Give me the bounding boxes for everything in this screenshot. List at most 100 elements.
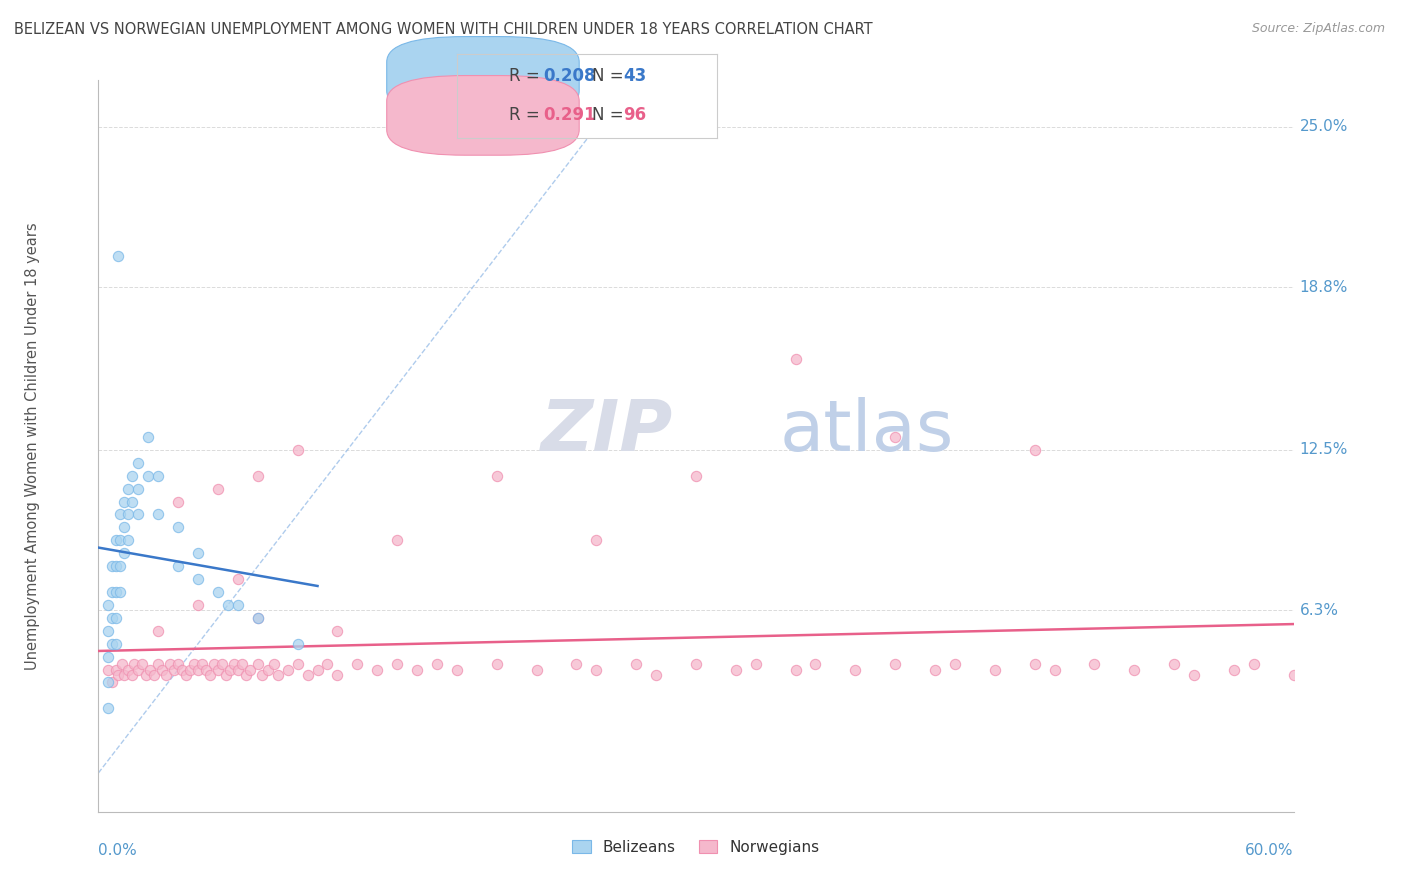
Point <box>287 442 309 457</box>
Point <box>246 468 269 483</box>
Text: BELIZEAN VS NORWEGIAN UNEMPLOYMENT AMONG WOMEN WITH CHILDREN UNDER 18 YEARS CORR: BELIZEAN VS NORWEGIAN UNEMPLOYMENT AMONG… <box>14 22 873 37</box>
Point <box>246 611 269 625</box>
Point <box>117 663 139 677</box>
Point <box>804 657 827 672</box>
Point <box>943 657 966 672</box>
Point <box>226 598 249 612</box>
Text: 25.0%: 25.0% <box>1299 120 1348 135</box>
Text: 0.0%: 0.0% <box>98 843 138 858</box>
Point <box>117 508 139 522</box>
Point <box>101 637 124 651</box>
Text: Source: ZipAtlas.com: Source: ZipAtlas.com <box>1251 22 1385 36</box>
Point <box>256 663 278 677</box>
Point <box>135 667 157 681</box>
Text: 0.291: 0.291 <box>543 106 595 124</box>
Point <box>101 611 124 625</box>
Point <box>187 546 209 560</box>
Point <box>745 657 768 672</box>
Point <box>121 667 143 681</box>
Point <box>215 667 238 681</box>
Point <box>485 657 508 672</box>
Point <box>105 559 128 574</box>
Point <box>565 657 588 672</box>
Point <box>1024 442 1046 457</box>
Legend: Belizeans, Norwegians: Belizeans, Norwegians <box>565 832 827 863</box>
Point <box>159 657 181 672</box>
Point <box>167 657 190 672</box>
Text: N =: N = <box>592 68 628 86</box>
Point <box>526 663 548 677</box>
Point <box>385 657 409 672</box>
Point <box>1043 663 1066 677</box>
Point <box>167 559 190 574</box>
Point <box>307 663 329 677</box>
Point <box>1182 667 1205 681</box>
Point <box>645 667 668 681</box>
Point <box>167 494 190 508</box>
Text: 18.8%: 18.8% <box>1299 279 1348 294</box>
Point <box>287 657 309 672</box>
Text: ZIP: ZIP <box>541 397 673 466</box>
Point <box>136 430 159 444</box>
Point <box>884 430 907 444</box>
Point <box>148 468 170 483</box>
Point <box>187 663 209 677</box>
Point <box>127 482 149 496</box>
Point <box>127 456 149 470</box>
Point <box>585 533 607 548</box>
Text: N =: N = <box>592 106 628 124</box>
Point <box>1024 657 1046 672</box>
Point <box>110 585 132 599</box>
Point <box>112 520 135 534</box>
Point <box>131 657 153 672</box>
Point <box>250 667 273 681</box>
Point <box>246 611 269 625</box>
Text: 60.0%: 60.0% <box>1246 843 1294 858</box>
Point <box>97 624 120 638</box>
Point <box>97 663 120 677</box>
Point <box>844 663 866 677</box>
Point <box>121 468 143 483</box>
Point <box>105 611 128 625</box>
Point <box>226 663 249 677</box>
Point <box>148 624 170 638</box>
Point <box>207 482 229 496</box>
Point <box>222 657 245 672</box>
Point <box>326 624 349 638</box>
Point <box>105 663 128 677</box>
Text: R =: R = <box>509 106 546 124</box>
Point <box>1243 657 1265 672</box>
FancyBboxPatch shape <box>387 37 579 116</box>
Point <box>211 657 233 672</box>
Point <box>112 546 135 560</box>
Point <box>1223 663 1246 677</box>
Point <box>148 657 170 672</box>
Text: Unemployment Among Women with Children Under 18 years: Unemployment Among Women with Children U… <box>25 222 41 670</box>
Point <box>785 663 807 677</box>
Point <box>97 675 120 690</box>
Point <box>143 667 166 681</box>
Point <box>485 468 508 483</box>
Point <box>195 663 218 677</box>
Point <box>366 663 388 677</box>
Point <box>406 663 429 677</box>
Point <box>1123 663 1146 677</box>
Point <box>202 657 225 672</box>
Text: 12.5%: 12.5% <box>1299 442 1348 458</box>
Text: R =: R = <box>509 68 546 86</box>
Text: 0.208: 0.208 <box>543 68 595 86</box>
Point <box>150 663 173 677</box>
Point <box>174 667 197 681</box>
Point <box>217 598 239 612</box>
Point <box>183 657 205 672</box>
Point <box>179 663 201 677</box>
Point <box>124 657 146 672</box>
Point <box>172 663 194 677</box>
Point <box>117 482 139 496</box>
Point <box>426 657 449 672</box>
Point <box>884 657 907 672</box>
Text: 6.3%: 6.3% <box>1299 603 1339 617</box>
Point <box>924 663 946 677</box>
Point <box>101 559 124 574</box>
Point <box>187 598 209 612</box>
